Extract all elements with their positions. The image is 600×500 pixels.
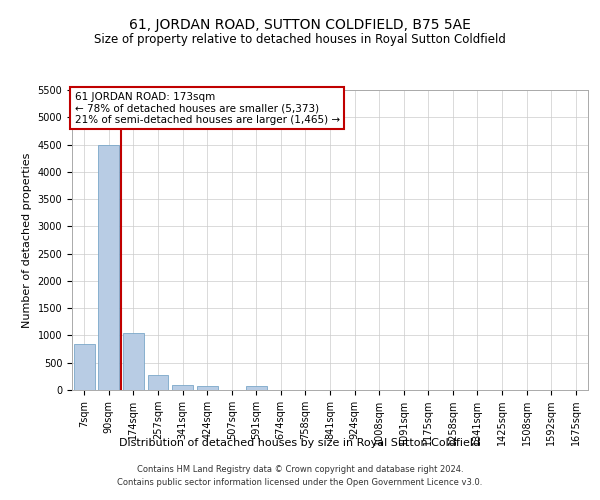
Bar xyxy=(123,332,144,390)
Bar xyxy=(148,374,169,390)
Bar xyxy=(246,386,267,390)
Text: 61 JORDAN ROAD: 173sqm
← 78% of detached houses are smaller (5,373)
21% of semi-: 61 JORDAN ROAD: 173sqm ← 78% of detached… xyxy=(74,92,340,124)
Text: Size of property relative to detached houses in Royal Sutton Coldfield: Size of property relative to detached ho… xyxy=(94,32,506,46)
Text: 61, JORDAN ROAD, SUTTON COLDFIELD, B75 5AE: 61, JORDAN ROAD, SUTTON COLDFIELD, B75 5… xyxy=(129,18,471,32)
Bar xyxy=(172,384,193,390)
Y-axis label: Number of detached properties: Number of detached properties xyxy=(22,152,32,328)
Bar xyxy=(197,386,218,390)
Bar xyxy=(98,144,119,390)
Bar xyxy=(74,344,95,390)
Text: Contains public sector information licensed under the Open Government Licence v3: Contains public sector information licen… xyxy=(118,478,482,487)
Text: Distribution of detached houses by size in Royal Sutton Coldfield: Distribution of detached houses by size … xyxy=(119,438,481,448)
Text: Contains HM Land Registry data © Crown copyright and database right 2024.: Contains HM Land Registry data © Crown c… xyxy=(137,466,463,474)
